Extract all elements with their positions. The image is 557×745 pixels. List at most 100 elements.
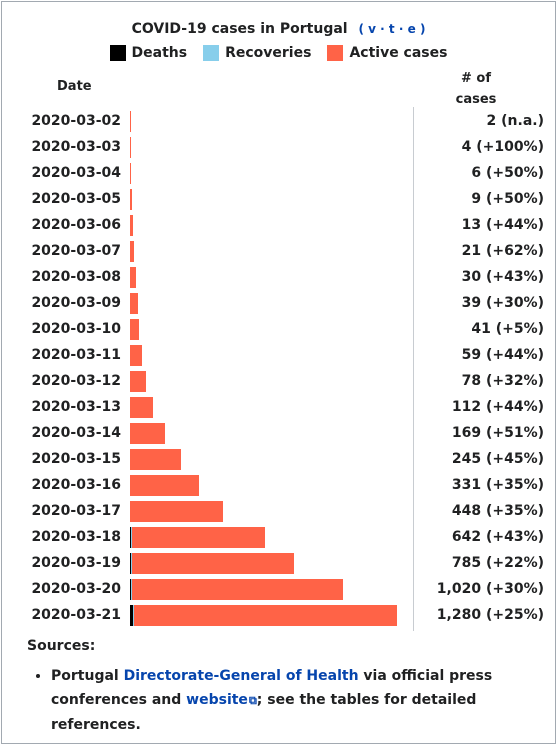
bar-segment-active-cases <box>130 267 137 288</box>
bar-segment-active-cases <box>130 293 139 314</box>
title-text: COVID-19 cases in Portugal <box>131 21 348 37</box>
bar-segment-active-cases <box>130 189 132 210</box>
row-case-count: 21 (+62%) <box>461 243 544 259</box>
stacked-bar <box>130 553 295 574</box>
row-case-count: 112 (+44%) <box>451 399 544 415</box>
bar-segment-recoveries <box>131 579 133 600</box>
bar-segment-active-cases <box>130 501 224 522</box>
row-case-count: 59 (+44%) <box>461 347 544 363</box>
legend-label-active-cases: Active cases <box>349 45 448 61</box>
bar-segment-active-cases <box>130 423 166 444</box>
bar-segment-active-cases <box>130 371 147 392</box>
row-date-label: 2020-03-09 <box>31 295 121 311</box>
bar-segment-active-cases <box>130 397 154 418</box>
external-link-icon: ⧉ <box>248 694 257 707</box>
bar-segment-active-cases <box>130 345 143 366</box>
chart-row: 2020-03-12 78 (+32%) <box>0 368 557 394</box>
chart-row: 2020-03-09 39 (+30%) <box>0 290 557 316</box>
row-case-count: 1,020 (+30%) <box>436 581 544 597</box>
row-case-count: 448 (+35%) <box>451 503 544 519</box>
chart-row: 2020-03-13 112 (+44%) <box>0 394 557 420</box>
chart-row: 2020-03-06 13 (+44%) <box>0 212 557 238</box>
row-date-label: 2020-03-16 <box>31 477 121 493</box>
row-date-label: 2020-03-11 <box>31 347 121 363</box>
stacked-bar <box>130 579 343 600</box>
stacked-bar <box>130 111 131 132</box>
vte-separator: · <box>380 22 385 36</box>
edit-template-link[interactable]: e <box>407 22 416 36</box>
stacked-bar <box>130 215 133 236</box>
column-header-cases-line2: cases <box>455 92 497 107</box>
chart-legend: Deaths Recoveries Active cases <box>0 44 557 62</box>
chart-row: 2020-03-15 245 (+45%) <box>0 446 557 472</box>
dgs-link[interactable]: Directorate-General of Health <box>123 668 359 684</box>
legend-label-deaths: Deaths <box>131 45 188 61</box>
chart-row: 2020-03-03 4 (+100%) <box>0 134 557 160</box>
row-case-count: 169 (+51%) <box>451 425 544 441</box>
row-case-count: 39 (+30%) <box>461 295 544 311</box>
website-link[interactable]: website⧉ <box>186 692 257 708</box>
bar-segment-active-cases <box>132 579 343 600</box>
bar-segment-active-cases <box>130 215 133 236</box>
legend-item-deaths: Deaths <box>109 44 188 62</box>
bar-segment-active-cases <box>130 137 131 158</box>
bar-segment-active-cases <box>132 553 295 574</box>
row-date-label: 2020-03-10 <box>31 321 121 337</box>
stacked-bar <box>130 293 139 314</box>
row-date-label: 2020-03-02 <box>31 113 121 129</box>
chart-row: 2020-03-07 21 (+62%) <box>0 238 557 264</box>
row-case-count: 331 (+35%) <box>451 477 544 493</box>
row-case-count: 245 (+45%) <box>451 451 544 467</box>
row-case-count: 785 (+22%) <box>451 555 544 571</box>
row-date-label: 2020-03-05 <box>31 191 121 207</box>
row-date-label: 2020-03-06 <box>31 217 121 233</box>
row-date-label: 2020-03-03 <box>31 139 121 155</box>
chart-row: 2020-03-05 9 (+50%) <box>0 186 557 212</box>
stacked-bar <box>130 527 266 548</box>
stacked-bar <box>130 163 132 184</box>
bar-segment-deaths <box>130 605 133 626</box>
stacked-bar <box>130 189 132 210</box>
chart-row: 2020-03-02 2 (n.a.) <box>0 108 557 134</box>
legend-label-recoveries: Recoveries <box>225 45 312 61</box>
chart-row: 2020-03-10 41 (+5%) <box>0 316 557 342</box>
vte-open-paren: ( <box>358 22 364 36</box>
row-case-count: 30 (+43%) <box>461 269 544 285</box>
chart-row: 2020-03-19 785 (+22%) <box>0 550 557 576</box>
stacked-bar <box>130 319 139 340</box>
bar-segment-recoveries <box>131 553 132 574</box>
stacked-bar <box>130 475 200 496</box>
chart-row: 2020-03-08 30 (+43%) <box>0 264 557 290</box>
row-date-label: 2020-03-04 <box>31 165 121 181</box>
bar-segment-recoveries <box>132 605 134 626</box>
row-date-label: 2020-03-12 <box>31 373 121 389</box>
stacked-bar <box>130 501 224 522</box>
sources-text-1: Portugal <box>51 668 124 684</box>
row-date-label: 2020-03-08 <box>31 269 121 285</box>
sources-item: Portugal Directorate-General of Health v… <box>51 664 551 737</box>
axis-divider-line <box>413 107 414 631</box>
chart-row: 2020-03-21 1,280 (+25%) <box>0 602 557 628</box>
stacked-bar <box>130 423 166 444</box>
chart-row: 2020-03-14 169 (+51%) <box>0 420 557 446</box>
bar-segment-recoveries <box>131 527 132 548</box>
view-template-link[interactable]: v <box>368 22 376 36</box>
row-date-label: 2020-03-20 <box>31 581 121 597</box>
stacked-bar <box>130 137 131 158</box>
chart-title: COVID-19 cases in Portugal ( v · t · e ) <box>0 20 557 38</box>
bar-segment-active-cases <box>130 111 131 132</box>
bar-segment-active-cases <box>133 605 397 626</box>
talk-template-link[interactable]: t <box>388 22 395 36</box>
row-date-label: 2020-03-07 <box>31 243 121 259</box>
chart-row: 2020-03-18 642 (+43%) <box>0 524 557 550</box>
row-date-label: 2020-03-13 <box>31 399 121 415</box>
bar-segment-deaths <box>130 553 131 574</box>
stacked-bar <box>130 371 147 392</box>
chart-row: 2020-03-11 59 (+44%) <box>0 342 557 368</box>
row-date-label: 2020-03-14 <box>31 425 121 441</box>
row-case-count: 9 (+50%) <box>471 191 544 207</box>
legend-swatch-deaths <box>109 45 126 61</box>
bar-segment-active-cases <box>130 449 182 470</box>
row-case-count: 2 (n.a.) <box>486 113 544 129</box>
bar-segment-active-cases <box>130 475 200 496</box>
